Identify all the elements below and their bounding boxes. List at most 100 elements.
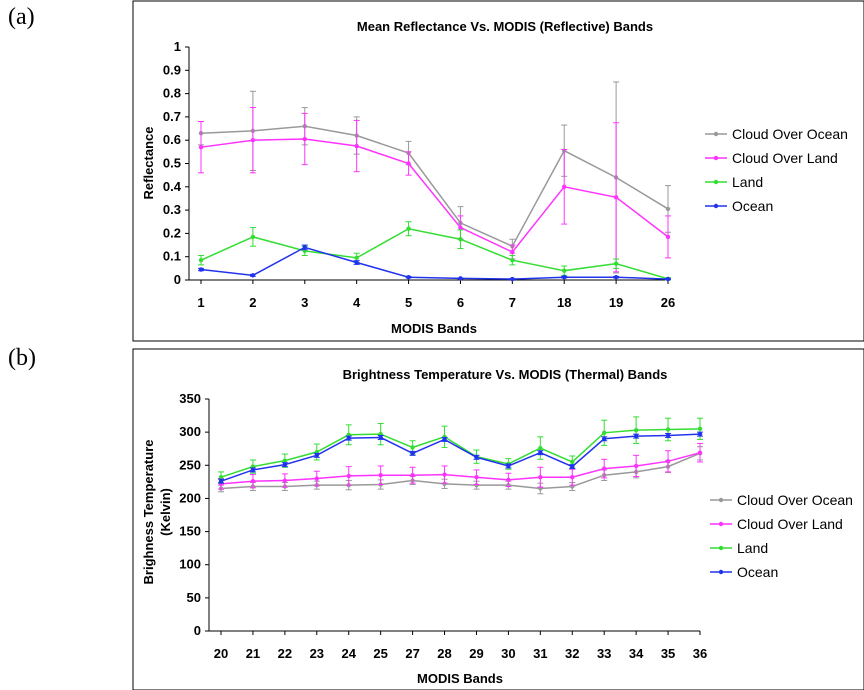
- brightness-y-tick-label: 200: [179, 490, 201, 505]
- reflectance-series-cloud-over-land: [198, 107, 671, 273]
- brightness-x-tick-label: 36: [693, 646, 707, 661]
- reflectance-x-tick-label: 3: [301, 295, 308, 310]
- brightness-point-cloud-over-land: [378, 473, 383, 478]
- reflectance-point-cloud-over-land: [458, 225, 463, 230]
- brightness-legend-marker: [718, 569, 724, 575]
- brightness-point-land: [218, 475, 224, 480]
- reflectance-x-tick-label: 18: [557, 295, 571, 310]
- brightness-x-tick-label: 22: [278, 646, 292, 661]
- reflectance-x-tick-label: 19: [609, 295, 623, 310]
- reflectance-y-tick-label: 0.8: [163, 86, 181, 101]
- reflectance-legend-label: Cloud Over Ocean: [732, 126, 848, 142]
- reflectance-x-axis-label: MODIS Bands: [391, 321, 477, 336]
- brightness-y-tick-label: 150: [179, 524, 201, 539]
- brightness-legend-item-land: Land: [710, 540, 768, 556]
- brightness-y-axis-label: Brighness Temperature: [141, 440, 156, 585]
- brightness-point-cloud-over-land: [697, 450, 703, 455]
- brightness-legend-item-cloud-over-ocean: Cloud Over Ocean: [710, 492, 853, 508]
- reflectance-point-cloud-over-land: [562, 184, 567, 189]
- brightness-y-tick-label: 350: [179, 391, 201, 406]
- reflectance-legend-label: Land: [732, 174, 763, 190]
- brightness-x-tick-label: 27: [405, 646, 419, 661]
- reflectance-point-cloud-over-land: [406, 161, 411, 166]
- reflectance-legend-item-cloud-over-ocean: Cloud Over Ocean: [705, 126, 848, 142]
- reflectance-x-tick-label: 1: [197, 295, 204, 310]
- brightness-y-tick-label: 0: [194, 623, 201, 638]
- brightness-point-ocean: [346, 435, 351, 441]
- brightness-point-cloud-over-land: [346, 473, 351, 479]
- reflectance-y-tick-label: 0.4: [163, 179, 182, 194]
- brightness-x-tick-label: 32: [565, 646, 579, 661]
- reflectance-point-ocean: [665, 276, 671, 282]
- reflectance-point-ocean: [458, 276, 463, 281]
- reflectance-point-land: [458, 237, 463, 242]
- brightness-x-tick-label: 34: [629, 646, 644, 661]
- brightness-line-ocean: [220, 433, 701, 482]
- brightness-point-ocean: [282, 462, 288, 467]
- brightness-line-cloud-over-ocean: [220, 452, 701, 490]
- brightness-legend-label: Land: [737, 540, 768, 556]
- reflectance-x-tick-label: 6: [457, 295, 464, 310]
- reflectance-y-tick-label: 0: [174, 272, 181, 287]
- brightness-point-ocean: [378, 435, 383, 440]
- brightness-x-tick-label: 35: [661, 646, 675, 661]
- panel-letter-b: (b): [8, 345, 36, 371]
- reflectance-x-tick-label: 5: [405, 295, 412, 310]
- brightness-point-land: [697, 426, 703, 432]
- reflectance-point-land: [250, 234, 256, 240]
- brightness-legend-marker: [718, 545, 724, 551]
- brightness-point-cloud-over-land: [442, 472, 447, 477]
- reflectance-y-tick-label: 0.1: [163, 249, 181, 264]
- brightness-point-land: [410, 445, 415, 450]
- brightness-y-axis-unit: (Kelvin): [158, 488, 173, 536]
- reflectance-point-land: [510, 257, 515, 263]
- brightness-point-cloud-over-land: [250, 478, 256, 484]
- brightness-legend-item-cloud-over-land: Cloud Over Land: [710, 516, 843, 532]
- brightness-point-cloud-over-land: [282, 478, 288, 483]
- reflectance-y-tick-label: 0.5: [163, 156, 181, 171]
- brightness-x-tick-label: 28: [437, 646, 451, 661]
- brightness-point-land: [665, 427, 671, 432]
- reflectance-chart-title: Mean Reflectance Vs. MODIS (Reflective) …: [357, 19, 653, 34]
- brightness-point-ocean: [633, 433, 639, 439]
- brightness-point-ocean: [538, 450, 543, 455]
- brightness-point-land: [633, 427, 639, 433]
- reflectance-series-ocean: [198, 244, 671, 282]
- brightness-series-cloud-over-land: [218, 442, 703, 490]
- reflectance-point-ocean: [198, 267, 204, 272]
- reflectance-chart-frame: [132, 0, 864, 342]
- reflectance-point-land: [613, 261, 619, 266]
- reflectance-point-ocean: [406, 275, 411, 280]
- panel-letter-a: (a): [8, 4, 35, 30]
- brightness-y-tick-label: 50: [187, 590, 201, 605]
- brightness-line-land: [220, 428, 701, 478]
- reflectance-point-land: [354, 255, 359, 261]
- reflectance-point-land: [406, 226, 411, 231]
- reflectance-legend-marker: [713, 155, 719, 161]
- reflectance-point-cloud-over-land: [510, 249, 515, 255]
- brightness-y-tick-label: 300: [179, 424, 201, 439]
- brightness-x-tick-label: 20: [214, 646, 228, 661]
- reflectance-point-cloud-over-land: [613, 195, 619, 200]
- reflectance-legend-item-cloud-over-land: Cloud Over Land: [705, 150, 838, 166]
- reflectance-point-ocean: [613, 275, 619, 280]
- reflectance-x-tick-label: 7: [509, 295, 516, 310]
- brightness-legend-label: Cloud Over Land: [737, 516, 843, 532]
- reflectance-y-tick-label: 0.9: [163, 62, 181, 77]
- brightness-x-tick-label: 29: [469, 646, 483, 661]
- brightness-x-tick-label: 25: [373, 646, 387, 661]
- brightness-legend-label: Ocean: [737, 564, 778, 580]
- brightness-x-axis-label: MODIS Bands: [417, 671, 503, 686]
- brightness-point-land: [282, 458, 288, 463]
- brightness-point-ocean: [697, 431, 703, 437]
- reflectance-x-tick-label: 2: [249, 295, 256, 310]
- reflectance-y-tick-label: 0.2: [163, 225, 181, 240]
- reflectance-legend-marker: [713, 131, 719, 137]
- reflectance-point-ocean: [302, 245, 307, 250]
- brightness-chart: Brightness Temperature Vs. MODIS (Therma…: [132, 348, 864, 690]
- reflectance-legend-marker: [713, 179, 719, 185]
- brightness-point-land: [570, 459, 575, 465]
- reflectance-y-tick-label: 0.6: [163, 132, 181, 147]
- reflectance-line-ocean: [200, 246, 669, 280]
